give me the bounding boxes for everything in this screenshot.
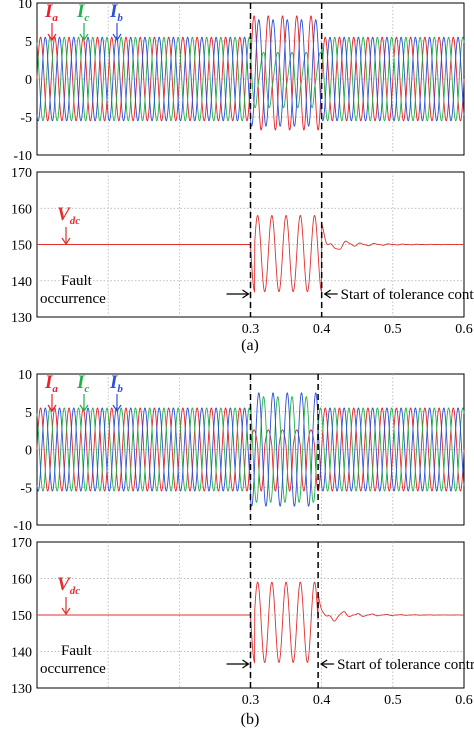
series-arrow-ia-head <box>47 404 57 413</box>
y-tick-label: 140 <box>11 275 32 290</box>
series-subscript: b <box>117 383 123 395</box>
annotation-tolerance-control: Start of tolerance control <box>341 287 474 303</box>
x-tick-label: 0.6 <box>455 322 473 337</box>
series-subscript: dc <box>70 585 81 597</box>
y-tick-label: 160 <box>11 202 32 217</box>
series-label-vdc: Vdc <box>57 204 80 227</box>
series-subscript: dc <box>70 215 81 227</box>
annotation-occurrence: occurrence <box>40 661 106 677</box>
y-tick-label: 0 <box>25 73 32 88</box>
series-arrow-ic-head <box>79 33 89 42</box>
y-tick-label: -10 <box>13 149 32 164</box>
series-label-ic: Ic <box>76 1 89 24</box>
fault-arrow-head <box>242 289 250 299</box>
y-tick-label: 5 <box>25 406 32 421</box>
control-arrow-head <box>323 289 331 299</box>
series-arrow-vdc-head <box>61 237 71 246</box>
x-tick-label: 0.3 <box>242 693 260 708</box>
series-name: I <box>109 1 118 22</box>
series-name: V <box>57 204 71 225</box>
caption-b: (b) <box>241 711 260 728</box>
annotation-fault: Fault <box>61 273 93 289</box>
x-tick-label: 0.4 <box>313 322 331 337</box>
series-name: I <box>44 1 53 22</box>
series-subscript: c <box>84 12 89 24</box>
series-subscript: b <box>117 12 123 24</box>
y-tick-label: -5 <box>20 111 32 126</box>
panel-4: 130 140 150 160 170 0.3 0.4 0.5 0.6 Vdc Fault occur… <box>11 536 474 708</box>
annotation-fault: Fault <box>61 643 93 659</box>
x-tick-label: 0.5 <box>384 693 402 708</box>
series-arrow-ib-head <box>112 404 122 413</box>
series-name: I <box>109 372 118 393</box>
series-ic-line <box>36 396 465 503</box>
x-tick-label: 0.4 <box>313 693 331 708</box>
series-label-vdc: Vdc <box>57 574 80 597</box>
series-label-ia: Ia <box>44 372 58 395</box>
fault-arrow-head <box>242 659 250 669</box>
series-arrow-ic-head <box>79 404 89 413</box>
x-tick-label: 0.3 <box>242 322 260 337</box>
series-label-ib: Ib <box>109 372 123 395</box>
series-name: I <box>76 372 85 393</box>
y-tick-label: 150 <box>11 239 32 254</box>
y-tick-label: 130 <box>11 682 32 697</box>
annotation-tolerance-control: Start of tolerance control <box>337 657 474 673</box>
y-tick-label: 0 <box>25 444 32 459</box>
y-tick-label: 160 <box>11 573 32 588</box>
annotation-occurrence: occurrence <box>40 291 106 307</box>
series-subscript: c <box>84 383 89 395</box>
series-label-ia: Ia <box>44 1 58 24</box>
y-tick-label: 170 <box>11 166 32 181</box>
y-tick-label: 10 <box>18 0 32 12</box>
series-arrow-ia-head <box>47 33 57 42</box>
series-name: I <box>76 1 85 22</box>
y-tick-label: 10 <box>18 368 32 383</box>
series-name: I <box>44 372 53 393</box>
y-tick-label: 130 <box>11 311 32 326</box>
series-arrow-ib-head <box>112 33 122 42</box>
y-tick-label: 170 <box>11 536 32 551</box>
panel-2: 130 140 150 160 170 0.3 0.4 0.5 0.6 Vdc Fault occur… <box>11 166 474 337</box>
x-tick-label: 0.5 <box>384 322 402 337</box>
y-tick-label: -10 <box>13 519 32 534</box>
series-name: V <box>57 574 71 595</box>
y-tick-label: 5 <box>25 35 32 50</box>
series-ia-line <box>36 15 465 131</box>
series-label-ic: Ic <box>76 372 89 395</box>
x-tick-label: 0.6 <box>455 693 473 708</box>
y-tick-label: 150 <box>11 609 32 624</box>
series-subscript: a <box>52 383 58 395</box>
series-subscript: a <box>52 12 58 24</box>
caption-a: (a) <box>241 337 259 354</box>
y-tick-label: 140 <box>11 646 32 661</box>
series-label-ib: Ib <box>109 1 123 24</box>
control-arrow-head <box>320 659 328 669</box>
series-arrow-vdc-head <box>61 607 71 616</box>
y-tick-label: -5 <box>20 481 32 496</box>
